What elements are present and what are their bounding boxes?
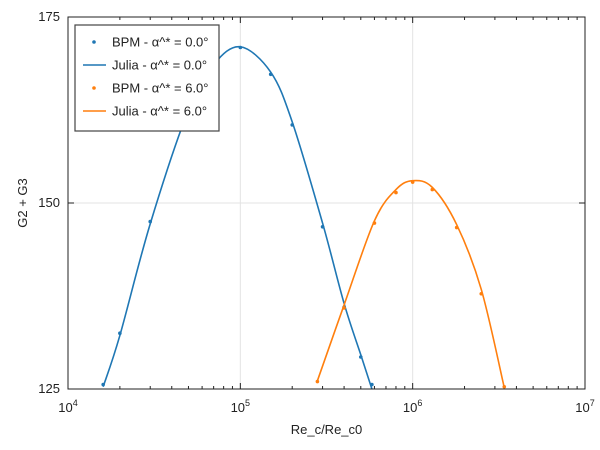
series-line-3 [316,179,506,388]
legend-label: Julia - α^* = 6.0° [112,104,207,119]
y-tick-label: 125 [38,381,60,396]
x-tick-labels: 104 105 106 107 [58,398,594,415]
y-axis-label: G2 + G3 [15,178,30,228]
x-tick-label: 106 [403,398,422,415]
y-tick-label: 150 [38,195,60,210]
series-dots-2 [315,180,507,389]
legend-box [74,24,220,132]
legend-label: BPM - α^* = 0.0° [112,35,208,50]
legend-label: Julia - α^* = 0.0° [112,58,207,73]
legend-label: BPM - α^* = 6.0° [112,81,208,96]
x-tick-label: 107 [575,398,594,415]
x-tick-label: 105 [231,398,250,415]
legend-swatch-dot [92,40,96,44]
legend-swatch-dot [92,86,96,90]
legend: BPM - α^* = 0.0° Julia - α^* = 0.0° BPM - … [74,24,220,132]
y-tick-label: 175 [38,9,60,24]
x-tick-label: 104 [58,398,77,415]
y-tick-labels: 125 150 175 [38,9,60,396]
x-axis-label: Re_c/Re_c0 [291,422,363,437]
major-ticks [67,16,586,390]
